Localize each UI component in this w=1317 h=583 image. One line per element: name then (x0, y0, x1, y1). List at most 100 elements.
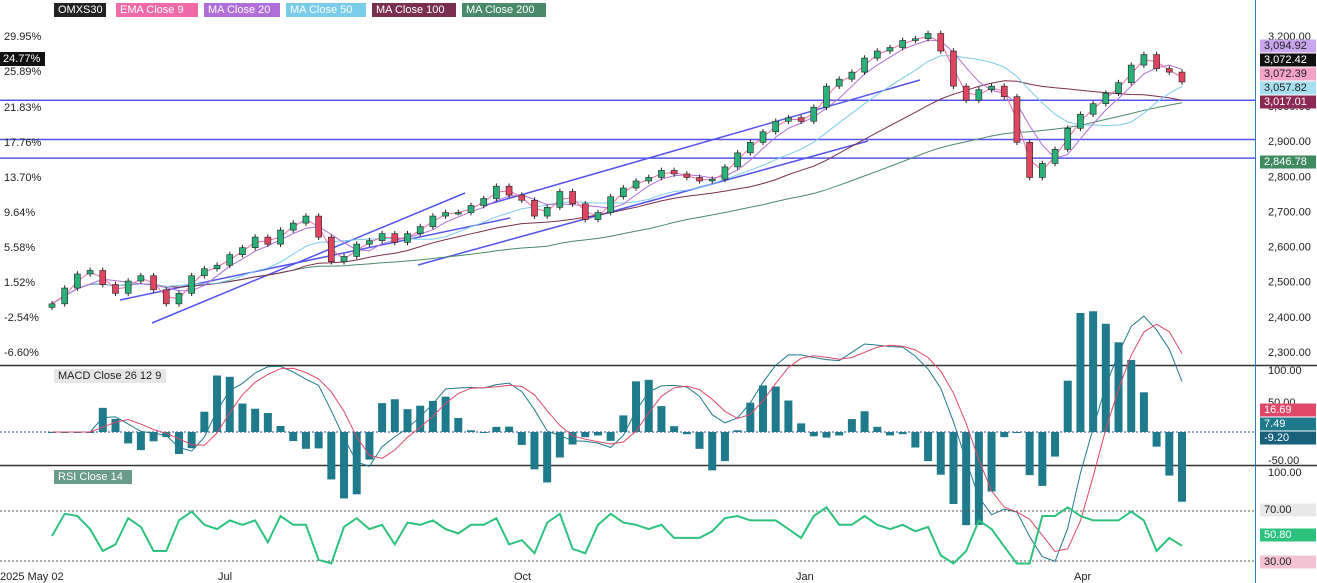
candle-body[interactable] (1166, 68, 1173, 73)
macd-histogram-bar[interactable] (263, 413, 272, 432)
macd-histogram-bar[interactable] (809, 432, 818, 437)
macd-histogram-bar[interactable] (720, 432, 729, 462)
candle-body[interactable] (1140, 54, 1148, 66)
legend-chip-symbol[interactable] (54, 3, 106, 17)
candle-body[interactable] (226, 254, 234, 266)
candle-body[interactable] (302, 215, 310, 224)
candle-body[interactable] (188, 275, 195, 294)
macd-histogram-bar[interactable] (149, 432, 158, 442)
legend-chip[interactable] (116, 3, 198, 17)
macd-histogram-bar[interactable] (225, 376, 234, 432)
candle-body[interactable] (747, 142, 754, 154)
candle-body[interactable] (74, 273, 81, 289)
candle-body[interactable] (328, 236, 335, 263)
macd-histogram-bar[interactable] (771, 386, 780, 432)
macd-histogram-bar[interactable] (632, 381, 641, 432)
trendline[interactable] (119, 217, 511, 301)
macd-histogram-bar[interactable] (1038, 432, 1047, 486)
macd-histogram-bar[interactable] (1178, 432, 1186, 502)
candle-body[interactable] (251, 236, 259, 248)
candle-body[interactable] (721, 166, 729, 180)
macd-histogram-bar[interactable] (479, 432, 488, 433)
candle-body[interactable] (86, 270, 94, 275)
macd-histogram-bar[interactable] (835, 432, 844, 436)
candle-body[interactable] (873, 50, 881, 59)
candle-body[interactable] (505, 185, 513, 196)
macd-histogram-bar[interactable] (1025, 432, 1034, 476)
rsi-line[interactable] (51, 505, 1183, 565)
candle-body[interactable] (213, 264, 221, 270)
macd-histogram-bar[interactable] (187, 432, 196, 449)
candle-body[interactable] (734, 152, 741, 168)
candle-body[interactable] (175, 293, 183, 305)
macd-panel[interactable]: MACD Close 26 12 9 100.0050.00-50.0016.69… (0, 311, 1316, 563)
candle-body[interactable] (810, 106, 818, 122)
macd-histogram-bar[interactable] (898, 432, 907, 435)
candle-body[interactable] (1013, 96, 1021, 143)
candle-body[interactable] (835, 78, 843, 87)
macd-histogram-bar[interactable] (987, 432, 996, 492)
candle-body[interactable] (99, 270, 107, 285)
candle-body[interactable] (924, 33, 932, 40)
candle-body[interactable] (1039, 163, 1046, 178)
macd-histogram-bar[interactable] (1063, 380, 1072, 432)
macd-histogram-bar[interactable] (327, 432, 336, 480)
macd-histogram-bar[interactable] (530, 432, 539, 470)
macd-line[interactable] (52, 315, 1183, 563)
candle-body[interactable] (366, 240, 373, 245)
candle-body[interactable] (962, 85, 970, 101)
macd-histogram-bar[interactable] (1165, 432, 1174, 476)
macd-histogram-bar[interactable] (301, 432, 310, 449)
candle-body[interactable] (201, 268, 208, 277)
candle-body[interactable] (1064, 127, 1072, 150)
macd-histogram-bar[interactable] (759, 385, 768, 432)
macd-histogram-bar[interactable] (1012, 432, 1021, 433)
macd-histogram-bar[interactable] (124, 432, 133, 444)
macd-histogram-bar[interactable] (365, 432, 374, 460)
candle-body[interactable] (1026, 142, 1033, 178)
candle-body[interactable] (1115, 82, 1122, 94)
legend-chip[interactable] (286, 3, 366, 17)
candle-body[interactable] (429, 215, 437, 227)
macd-histogram-bar[interactable] (1089, 311, 1098, 432)
macd-histogram-bar[interactable] (1051, 432, 1060, 457)
macd-histogram-bar[interactable] (517, 432, 526, 445)
candle-body[interactable] (518, 194, 526, 201)
candle-body[interactable] (340, 256, 348, 263)
main-panel[interactable] (0, 30, 1255, 324)
candle-body[interactable] (442, 212, 449, 217)
candle-body[interactable] (1077, 113, 1084, 129)
ma100-line[interactable] (51, 80, 1183, 305)
candle-body[interactable] (823, 85, 830, 108)
macd-histogram-bar[interactable] (568, 432, 577, 445)
macd-histogram-bar[interactable] (733, 430, 742, 432)
macd-histogram-bar[interactable] (543, 432, 552, 483)
trendline[interactable] (417, 140, 869, 266)
candle-body[interactable] (454, 212, 462, 215)
macd-histogram-bar[interactable] (492, 426, 501, 432)
candle-body[interactable] (48, 303, 56, 308)
macd-histogram-bar[interactable] (708, 432, 717, 471)
macd-histogram-bar[interactable] (416, 405, 425, 432)
macd-histogram-bar[interactable] (454, 417, 463, 432)
candle-body[interactable] (785, 117, 792, 122)
candle-body[interactable] (607, 196, 614, 213)
candle-body[interactable] (531, 199, 538, 217)
macd-histogram-bar[interactable] (885, 432, 894, 436)
macd-histogram-bar[interactable] (860, 411, 869, 432)
macd-histogram-bar[interactable] (822, 432, 831, 438)
macd-histogram-bar[interactable] (200, 411, 209, 432)
candle-body[interactable] (1089, 103, 1097, 115)
ma20-line[interactable] (51, 39, 1183, 305)
candle-body[interactable] (277, 229, 284, 245)
candle-body[interactable] (899, 40, 906, 48)
candle-body[interactable] (569, 191, 576, 205)
candle-body[interactable] (1051, 149, 1059, 164)
macd-histogram-bar[interactable] (289, 432, 298, 442)
macd-histogram-bar[interactable] (873, 426, 882, 432)
macd-histogram-bar[interactable] (974, 432, 983, 525)
candle-body[interactable] (594, 212, 602, 220)
macd-histogram-bar[interactable] (682, 432, 691, 435)
candle-body[interactable] (912, 38, 919, 41)
macd-histogram-bar[interactable] (466, 430, 475, 432)
